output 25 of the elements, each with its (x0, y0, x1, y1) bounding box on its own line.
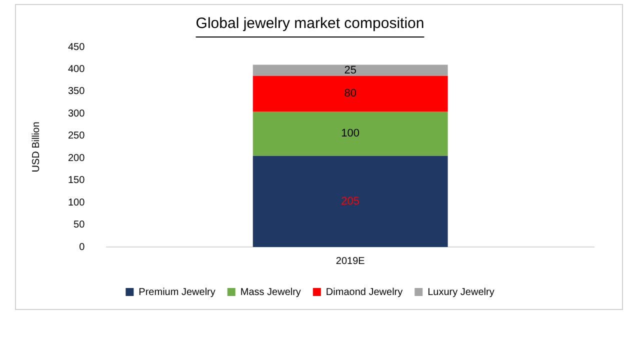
y-tick-label: 350 (68, 86, 86, 98)
y-tick-label: 150 (68, 175, 86, 186)
x-tick-label: 2019E (336, 256, 366, 267)
legend-label: Luxury Jewelry (428, 286, 494, 298)
y-tick-label: 300 (68, 108, 86, 120)
y-tick-label: 450 (68, 42, 86, 53)
bar (252, 111, 448, 156)
y-tick-label: 200 (68, 152, 86, 164)
data-label: 205 (341, 195, 360, 208)
data-label: 100 (341, 128, 360, 140)
y-tick-label: 250 (68, 130, 86, 142)
bar (252, 64, 448, 76)
data-label: 80 (344, 88, 356, 100)
legend-label: Dimaond Jewelry (326, 286, 403, 298)
bar (252, 76, 448, 112)
data-label: 25 (344, 64, 356, 76)
chart-title: Global jewelry market composition (196, 15, 424, 32)
y-tick-label: 0 (79, 242, 86, 253)
y-axis-title: USD Billion (30, 122, 42, 172)
legend-label: Premium Jewelry (138, 286, 216, 298)
y-tick-label: 100 (68, 197, 86, 208)
bar (252, 156, 448, 247)
y-tick-label: 400 (68, 64, 86, 75)
legend-label: Mass Jewelry (240, 286, 301, 298)
y-tick-label: 50 (74, 220, 86, 231)
